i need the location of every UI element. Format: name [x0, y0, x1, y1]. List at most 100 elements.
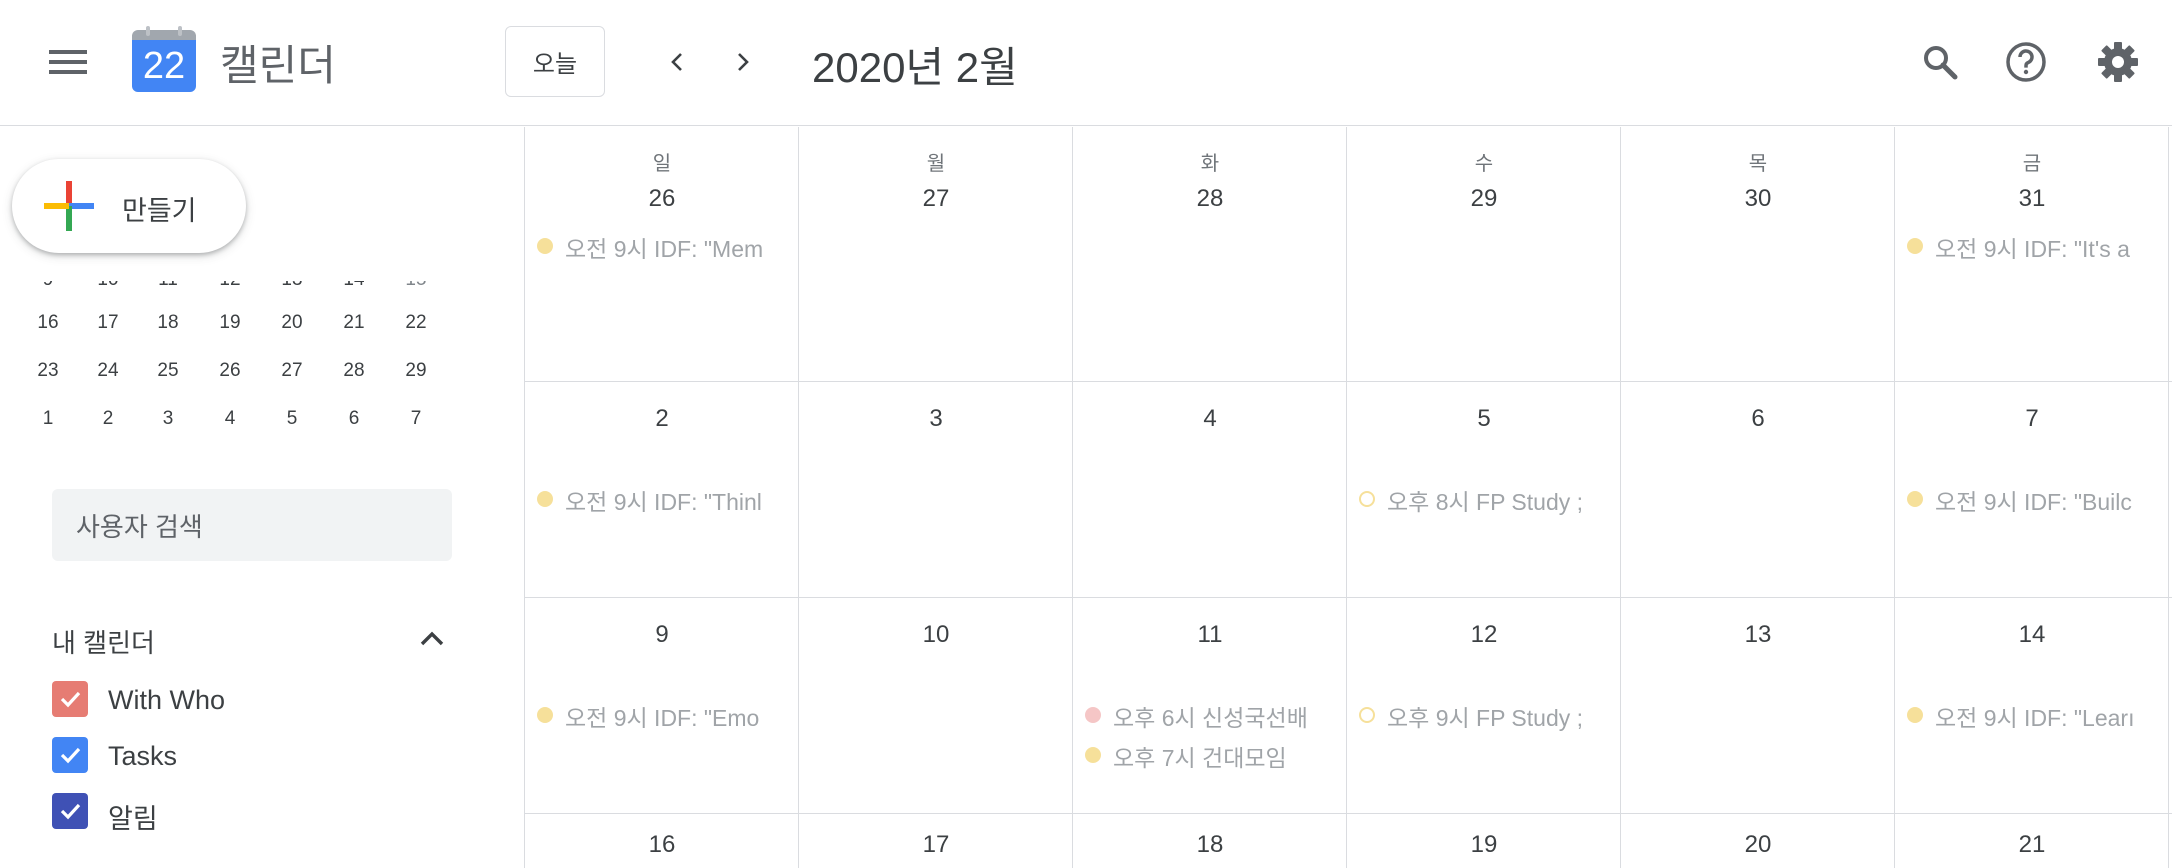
- mini-calendar-day[interactable]: 28: [343, 360, 365, 381]
- create-button[interactable]: 만들기: [12, 159, 246, 253]
- mini-calendar-day[interactable]: 9: [24, 281, 72, 291]
- day-cell[interactable]: 월 27: [799, 127, 1073, 381]
- day-cell[interactable]: 5 오후 8시 FP Study ;: [1347, 381, 1621, 597]
- day-cell[interactable]: 12 오후 9시 FP Study ;: [1347, 597, 1621, 813]
- date-number[interactable]: 31: [2018, 185, 2046, 212]
- date-number[interactable]: 7: [2025, 405, 2039, 432]
- date-number[interactable]: 30: [1744, 185, 1772, 212]
- day-cell[interactable]: 7 오전 9시 IDF: "Builc: [1895, 381, 2169, 597]
- mini-calendar-day[interactable]: 26: [219, 360, 241, 381]
- day-cell[interactable]: 11 오후 6시 신성국선배 오후 7시 건대모임: [1073, 597, 1347, 813]
- day-cell[interactable]: 13: [1621, 597, 1895, 813]
- calendar-item[interactable]: 알림: [52, 787, 452, 834]
- mini-calendar-day[interactable]: 10: [84, 281, 132, 291]
- mini-calendar-day[interactable]: 13: [268, 281, 316, 291]
- help-icon[interactable]: [1998, 34, 2054, 90]
- event-chip[interactable]: 오전 9시 IDF: "Learı: [1907, 695, 2155, 731]
- today-button[interactable]: 오늘: [505, 26, 605, 97]
- chevron-right-icon[interactable]: [718, 38, 766, 86]
- day-cell[interactable]: 17: [799, 813, 1073, 868]
- date-number[interactable]: 4: [1203, 405, 1217, 432]
- mini-calendar-day[interactable]: 3: [162, 408, 174, 429]
- mini-calendar-day[interactable]: 7: [410, 408, 422, 429]
- date-number[interactable]: 26: [648, 185, 676, 212]
- day-cell[interactable]: 일 26 오전 9시 IDF: "Mem: [525, 127, 799, 381]
- date-number[interactable]: 9: [655, 621, 669, 648]
- date-number[interactable]: 2: [655, 405, 669, 432]
- chevron-up-icon[interactable]: [412, 619, 452, 659]
- date-number[interactable]: 5: [1477, 405, 1491, 432]
- event-chip[interactable]: 오전 9시 IDF: "Emo: [537, 695, 785, 731]
- mini-calendar-day[interactable]: 2: [102, 408, 114, 429]
- mini-calendar-day[interactable]: 17: [97, 312, 119, 333]
- event-chip[interactable]: 오후 8시 FP Study ;: [1359, 479, 1607, 515]
- mini-calendar-day[interactable]: 23: [37, 360, 59, 381]
- day-cell[interactable]: 14 오전 9시 IDF: "Learı: [1895, 597, 2169, 813]
- date-number[interactable]: 3: [929, 405, 943, 432]
- mini-calendar-day[interactable]: 15: [392, 281, 440, 291]
- event-chip[interactable]: 오전 9시 IDF: "Builc: [1907, 479, 2155, 515]
- date-number[interactable]: 18: [1196, 831, 1224, 858]
- mini-calendar-day[interactable]: 21: [343, 312, 365, 333]
- calendar-item[interactable]: With Who: [52, 675, 452, 721]
- calendar-item[interactable]: Tasks: [52, 731, 452, 777]
- mini-calendar-day[interactable]: 16: [37, 312, 59, 333]
- search-icon[interactable]: [1912, 34, 1968, 90]
- mini-calendar-day[interactable]: 11: [144, 281, 192, 291]
- date-number[interactable]: 12: [1470, 621, 1498, 648]
- day-cell[interactable]: 6: [1621, 381, 1895, 597]
- my-calendars-header[interactable]: 내 캘린더: [52, 615, 452, 663]
- mini-calendar-day[interactable]: 12: [206, 281, 254, 291]
- date-number[interactable]: 28: [1196, 185, 1224, 212]
- mini-calendar-day[interactable]: 14: [330, 281, 378, 291]
- gear-icon[interactable]: [2090, 34, 2146, 90]
- hamburger-icon[interactable]: [40, 40, 96, 84]
- day-cell[interactable]: 화 28: [1073, 127, 1347, 381]
- day-cell[interactable]: 2 오전 9시 IDF: "Thinl: [525, 381, 799, 597]
- day-cell[interactable]: 4: [1073, 381, 1347, 597]
- mini-calendar-day[interactable]: 25: [157, 360, 179, 381]
- checkbox[interactable]: [52, 737, 88, 773]
- mini-calendar-day[interactable]: 22: [405, 312, 427, 333]
- day-cell[interactable]: 21: [1895, 813, 2169, 868]
- date-number[interactable]: 6: [1751, 405, 1765, 432]
- event-chip[interactable]: 오전 9시 IDF: "Thinl: [537, 479, 785, 515]
- mini-calendar-day[interactable]: 24: [97, 360, 119, 381]
- day-cell[interactable]: 16: [525, 813, 799, 868]
- date-number[interactable]: 29: [1470, 185, 1498, 212]
- date-number[interactable]: 20: [1744, 831, 1772, 858]
- date-number[interactable]: 14: [2018, 621, 2046, 648]
- checkbox[interactable]: [52, 793, 88, 829]
- day-cell[interactable]: 20: [1621, 813, 1895, 868]
- date-number[interactable]: 10: [922, 621, 950, 648]
- mini-calendar-day[interactable]: 4: [224, 408, 236, 429]
- mini-calendar-day[interactable]: 5: [286, 408, 298, 429]
- date-number[interactable]: 13: [1744, 621, 1772, 648]
- mini-calendar-day[interactable]: 19: [219, 312, 241, 333]
- day-cell[interactable]: 금 31 오전 9시 IDF: "It's a: [1895, 127, 2169, 381]
- mini-calendar-day[interactable]: 1: [42, 408, 54, 429]
- mini-calendar-day[interactable]: 6: [348, 408, 360, 429]
- search-people-input[interactable]: 사용자 검색: [52, 489, 452, 561]
- date-number[interactable]: 27: [922, 185, 950, 212]
- event-chip[interactable]: 오후 9시 FP Study ;: [1359, 695, 1607, 731]
- date-number[interactable]: 19: [1470, 831, 1498, 858]
- mini-calendar-day[interactable]: 18: [157, 312, 179, 333]
- event-chip[interactable]: 오후 7시 건대모임: [1085, 735, 1333, 771]
- event-chip[interactable]: 오전 9시 IDF: "Mem: [537, 226, 785, 262]
- day-cell[interactable]: 19: [1347, 813, 1621, 868]
- mini-calendar-day[interactable]: 29: [405, 360, 427, 381]
- day-cell[interactable]: 3: [799, 381, 1073, 597]
- date-number[interactable]: 16: [648, 831, 676, 858]
- day-cell[interactable]: 목 30: [1621, 127, 1895, 381]
- date-number[interactable]: 11: [1197, 621, 1223, 648]
- date-number[interactable]: 21: [2018, 831, 2046, 858]
- mini-calendar-day[interactable]: 27: [281, 360, 303, 381]
- chevron-left-icon[interactable]: [654, 38, 702, 86]
- day-cell[interactable]: 10: [799, 597, 1073, 813]
- mini-calendar-day[interactable]: 20: [281, 312, 303, 333]
- date-number[interactable]: 17: [922, 831, 950, 858]
- day-cell[interactable]: 18: [1073, 813, 1347, 868]
- day-cell[interactable]: 수 29: [1347, 127, 1621, 381]
- event-chip[interactable]: 오전 9시 IDF: "It's a: [1907, 226, 2155, 262]
